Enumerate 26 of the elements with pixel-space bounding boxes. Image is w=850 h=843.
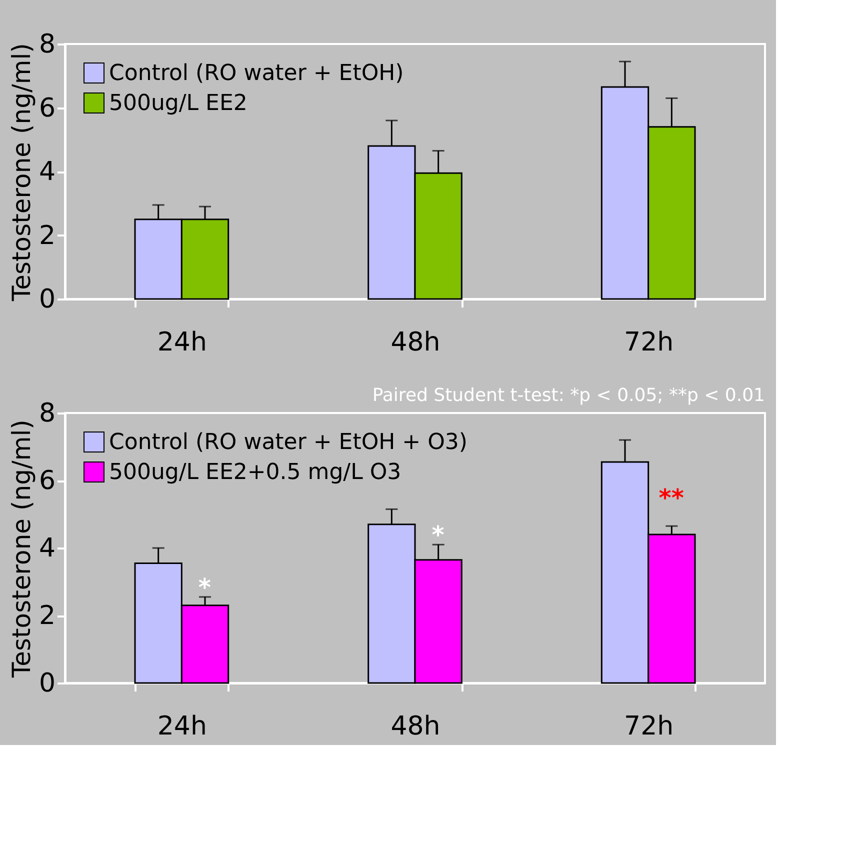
legend-label: Control (RO water + EtOH) <box>109 61 404 86</box>
annotation: ** <box>658 484 684 512</box>
y-tick-label: 4 <box>38 534 56 564</box>
y-tick-label: 8 <box>38 398 56 428</box>
x-tick-label: 48h <box>390 712 440 742</box>
x-tick-label: 48h <box>390 328 440 358</box>
annotation: * <box>432 521 445 550</box>
annotation: * <box>198 574 212 602</box>
text: Paired Student t-test: *p < 0.05; **p < 0.01 <box>372 385 765 406</box>
legend-label: Control (RO water + EtOH + O3) <box>109 430 468 455</box>
y-tick-label: 0 <box>38 668 56 698</box>
y-axis-title: Testosterone (ng/ml) <box>6 43 36 302</box>
y-tick-label: 6 <box>38 93 56 124</box>
y-tick-label: 2 <box>38 601 56 631</box>
x-tick-label: 24h <box>157 712 207 742</box>
y-tick-label: 0 <box>38 284 56 314</box>
x-tick-label: 72h <box>624 712 674 742</box>
x-tick-label: 72h <box>624 328 674 358</box>
y-tick-label: 8 <box>38 30 56 60</box>
legend-label: 500ug/L EE2+0.5 mg/L O3 <box>109 460 402 485</box>
y-tick-label: 2 <box>38 220 56 251</box>
legend-label: 500ug/L EE2 <box>109 91 248 116</box>
y-axis-title: Testosterone (ng/ml) <box>6 420 36 678</box>
x-tick-label: 24h <box>157 328 207 358</box>
y-tick-label: 6 <box>38 466 56 496</box>
y-tick-label: 4 <box>38 157 56 187</box>
